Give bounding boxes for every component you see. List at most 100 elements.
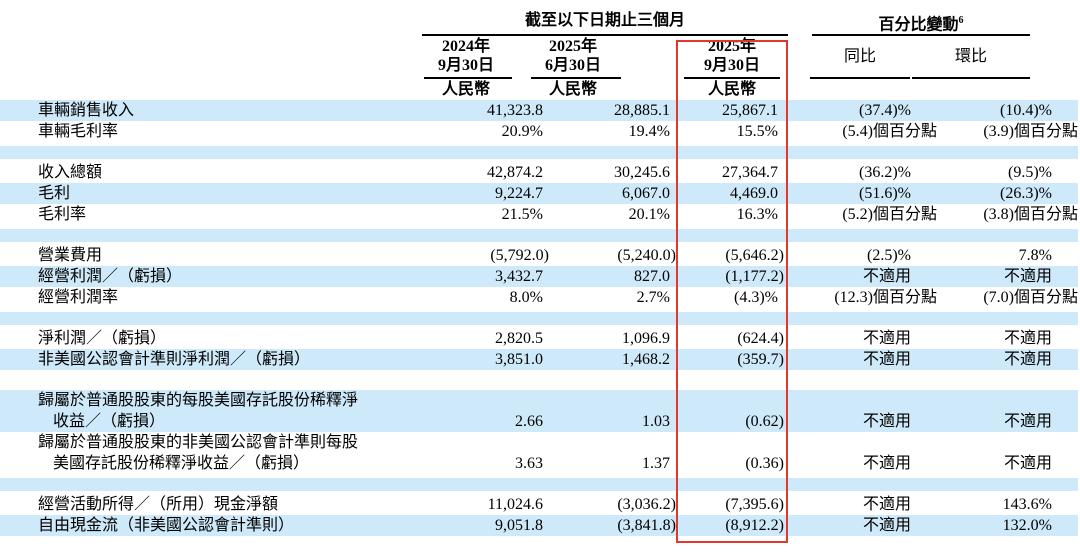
- value-2025-09-30: 16.3%: [736, 206, 778, 223]
- year-label: 2025年: [548, 38, 597, 55]
- change-group-label: 百分比變動: [878, 16, 959, 34]
- rule-col-2025-06-30: [531, 77, 621, 79]
- row-label: 經營利潤／（虧損）: [38, 268, 183, 285]
- value-qoq-change: 不適用: [1003, 455, 1052, 472]
- year-label: 2024年: [441, 38, 490, 55]
- day-label: 9月30日: [703, 57, 760, 74]
- value-2025-06-30: (3,036.2): [617, 496, 676, 513]
- table-row: 毛利 9,224.7 6,067.0 4,469.0 (51.6)% (26.3)%: [0, 183, 1078, 204]
- value-2025-06-30: 6,067.0: [622, 185, 670, 202]
- table-body: 車輛銷售收入 41,323.8 28,885.1 25,867.1 (37.4)% (10…: [0, 100, 1078, 536]
- value-yoy-change: (2.5)%: [867, 247, 911, 264]
- value-2025-06-30: 2.7%: [636, 289, 670, 306]
- value-2025-09-30: (359.7): [737, 351, 784, 368]
- column-header-2025-09-30: 2025年 9月30日: [680, 37, 784, 75]
- value-2025-09-30: (0.62): [745, 413, 784, 430]
- row-label: 淨利潤／（虧損）: [38, 330, 167, 347]
- value-qoq-change: (7.0)個百分點: [983, 289, 1078, 306]
- value-qoq-change: (3.8)個百分點: [983, 206, 1078, 223]
- table-row: 經營利潤率 8.0% 2.7% (4.3)% (12.3)個百分點 (7.0)個百分點: [0, 287, 1078, 308]
- table-row: 經營活動所得／（所用）現金淨額 11,024.6 (3,036.2) (7,395.6…: [0, 494, 1078, 515]
- column-header-2025-06-30: 2025年 6月30日: [521, 37, 625, 75]
- value-yoy-change: (36.2)%: [859, 164, 911, 181]
- value-qoq-change: (10.4)%: [1000, 102, 1052, 119]
- table-row: 歸屬於普通股股東的每股美國存託股份稀釋淨 收益／（虧損） 2.66 1.03 (0.62…: [0, 390, 1078, 432]
- value-2025-06-30: 1.37: [642, 455, 670, 472]
- value-2024-09-30: 2.66: [515, 413, 543, 430]
- value-2025-09-30: (0.36): [745, 455, 784, 472]
- value-2025-06-30: 30,245.6: [614, 164, 670, 181]
- row-label: 歸屬於普通股股東的每股美國存託股份稀釋淨 收益／（虧損）: [38, 392, 359, 430]
- highlight-box-2025-09-30-column: [676, 40, 788, 543]
- table-row: 車輛銷售收入 41,323.8 28,885.1 25,867.1 (37.4)% (10…: [0, 100, 1078, 121]
- value-qoq-change: 132.0%: [1002, 517, 1052, 534]
- spacer-row: [0, 308, 1078, 328]
- value-2024-09-30: 20.9%: [501, 123, 543, 140]
- column-header-2024-09-30: 2024年 9月30日: [414, 37, 518, 75]
- value-2024-09-30: 2,820.5: [495, 330, 543, 347]
- value-2024-09-30: 3,432.7: [495, 268, 543, 285]
- value-2025-09-30: 27,364.7: [722, 164, 778, 181]
- table-row: 歸屬於普通股股東的非美國公認會計準則每股 美國存託股份稀釋淨收益／（虧損） 3.63…: [0, 432, 1078, 474]
- rule-col-2025-09-30: [684, 77, 780, 79]
- spacer-row: [0, 225, 1078, 245]
- value-qoq-change: 7.8%: [1018, 247, 1052, 264]
- value-2025-06-30: (5,240.0): [617, 247, 676, 264]
- value-2024-09-30: 9,051.8: [495, 517, 543, 534]
- table-row: 車輛毛利率 20.9% 19.4% 15.5% (5.4)個百分點 (3.9)個百分點: [0, 121, 1078, 142]
- value-qoq-change: 143.6%: [1002, 496, 1052, 513]
- value-2025-06-30: 827.0: [634, 268, 670, 285]
- table-row: 營業費用 (5,792.0) (5,240.0) (5,646.2) (2.5)% 7.8…: [0, 245, 1078, 266]
- value-qoq-change: 不適用: [1003, 330, 1052, 347]
- day-label: 6月30日: [544, 57, 601, 74]
- value-yoy-change: (51.6)%: [859, 185, 911, 202]
- value-2024-09-30: 8.0%: [509, 289, 543, 306]
- value-yoy-change: (37.4)%: [859, 102, 911, 119]
- currency-label-col2: 人民幣: [548, 81, 597, 98]
- column-header-yoy: 同比: [843, 48, 876, 65]
- table-row: 淨利潤／（虧損） 2,820.5 1,096.9 (624.4) 不適用 不適用: [0, 328, 1078, 349]
- value-2025-09-30: (5,646.2): [725, 247, 784, 264]
- day-label: 9月30日: [437, 57, 494, 74]
- value-2025-06-30: 28,885.1: [614, 102, 670, 119]
- currency-label-col3: 人民幣: [707, 81, 756, 98]
- value-yoy-change: (12.3)個百分點: [834, 289, 937, 306]
- value-qoq-change: (9.5)%: [1008, 164, 1052, 181]
- value-yoy-change: 不適用: [862, 268, 911, 285]
- column-header-qoq: 環比: [954, 48, 987, 65]
- spacer-row: [0, 474, 1078, 494]
- value-2024-09-30: 21.5%: [501, 206, 543, 223]
- value-2025-09-30: 4,469.0: [730, 185, 778, 202]
- value-yoy-change: 不適用: [862, 351, 911, 368]
- value-qoq-change: 不適用: [1003, 351, 1052, 368]
- value-2025-09-30: (1,177.2): [725, 268, 784, 285]
- rule-col-2024-09-30: [424, 77, 512, 79]
- value-2025-06-30: (3,841.8): [617, 517, 676, 534]
- value-2025-06-30: 20.1%: [628, 206, 670, 223]
- value-2024-09-30: 9,224.7: [495, 185, 543, 202]
- year-label: 2025年: [707, 38, 756, 55]
- value-qoq-change: 不適用: [1003, 413, 1052, 430]
- row-label: 自由現金流（非美國公認會計準則）: [38, 517, 295, 534]
- value-yoy-change: 不適用: [862, 517, 911, 534]
- row-label: 車輛銷售收入: [38, 102, 135, 119]
- table-row: 收入總額 42,874.2 30,245.6 27,364.7 (36.2)% (9.5)…: [0, 162, 1078, 183]
- row-label: 經營活動所得／（所用）現金淨額: [38, 496, 279, 513]
- value-yoy-change: 不適用: [862, 496, 911, 513]
- change-group-footnote: 6: [958, 15, 964, 26]
- table-row: 自由現金流（非美國公認會計準則） 9,051.8 (3,841.8) (8,912.2…: [0, 515, 1078, 536]
- value-yoy-change: 不適用: [862, 330, 911, 347]
- period-group-header: 截至以下日期止三個月: [524, 12, 685, 29]
- row-label: 車輛毛利率: [38, 123, 119, 140]
- table-row: 毛利率 21.5% 20.1% 16.3% (5.2)個百分點 (3.8)個百分點: [0, 204, 1078, 225]
- value-2025-06-30: 1,096.9: [622, 330, 670, 347]
- change-group-header: 百分比變動6: [812, 11, 1030, 35]
- value-2024-09-30: 41,323.8: [487, 102, 543, 119]
- value-qoq-change: 不適用: [1003, 268, 1052, 285]
- value-2025-09-30: 25,867.1: [722, 102, 778, 119]
- rule-under-change-group: [812, 34, 1030, 36]
- row-label: 營業費用: [38, 247, 103, 264]
- spacer-row: [0, 370, 1078, 390]
- row-label: 收入總額: [38, 164, 103, 181]
